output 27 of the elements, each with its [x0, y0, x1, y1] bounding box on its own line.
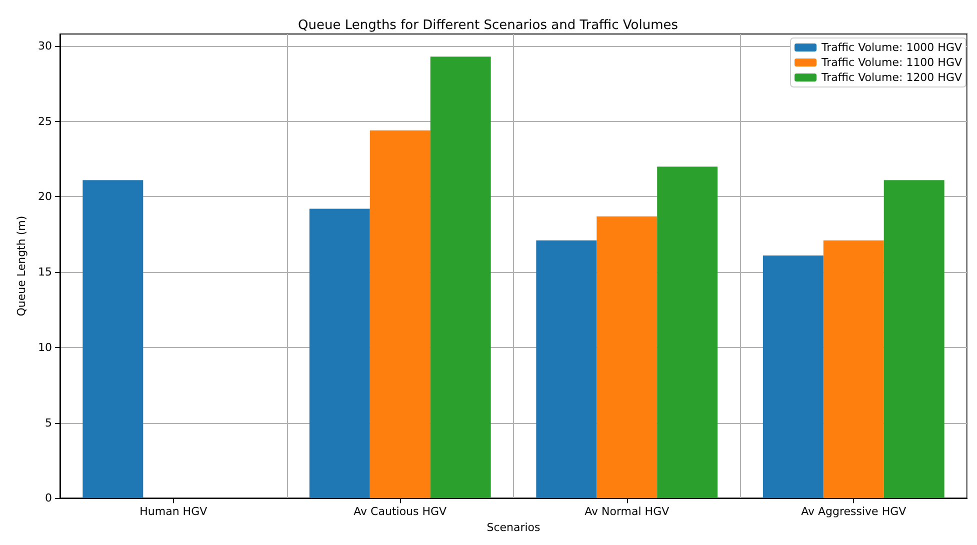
bar	[762, 256, 824, 498]
bar	[430, 56, 491, 498]
legend-label: Traffic Volume: 1200 HGV	[820, 71, 962, 84]
legend-label: Traffic Volume: 1100 HGV	[820, 56, 962, 69]
x-tick-label: Av Aggressive HGV	[801, 505, 907, 518]
y-tick-label: 20	[38, 190, 52, 204]
bar	[884, 180, 944, 498]
y-tick-label: 10	[38, 340, 52, 354]
x-tick-label: Av Cautious HGV	[354, 505, 448, 518]
x-axis-title: Scenarios	[486, 521, 541, 534]
x-tick-label: Human HGV	[140, 505, 208, 518]
bar	[823, 240, 884, 498]
y-tick-label: 5	[45, 416, 52, 430]
bar	[82, 180, 144, 498]
bar	[657, 166, 718, 498]
y-tick-label: 30	[38, 40, 52, 53]
x-tick-label: Av Normal HGV	[584, 505, 670, 518]
y-axis-title: Queue Length (m)	[15, 216, 28, 316]
y-tick-label: 0	[45, 492, 52, 505]
bar	[309, 208, 370, 498]
bar	[596, 216, 658, 498]
bar	[370, 130, 430, 498]
chart-title: Queue Lengths for Different Scenarios and Traffic Volumes	[298, 18, 678, 33]
y-tick-label: 15	[38, 266, 52, 279]
legend-label: Traffic Volume: 1000 HGV	[820, 41, 962, 54]
bar	[536, 240, 597, 498]
y-tick-label: 25	[38, 114, 52, 128]
